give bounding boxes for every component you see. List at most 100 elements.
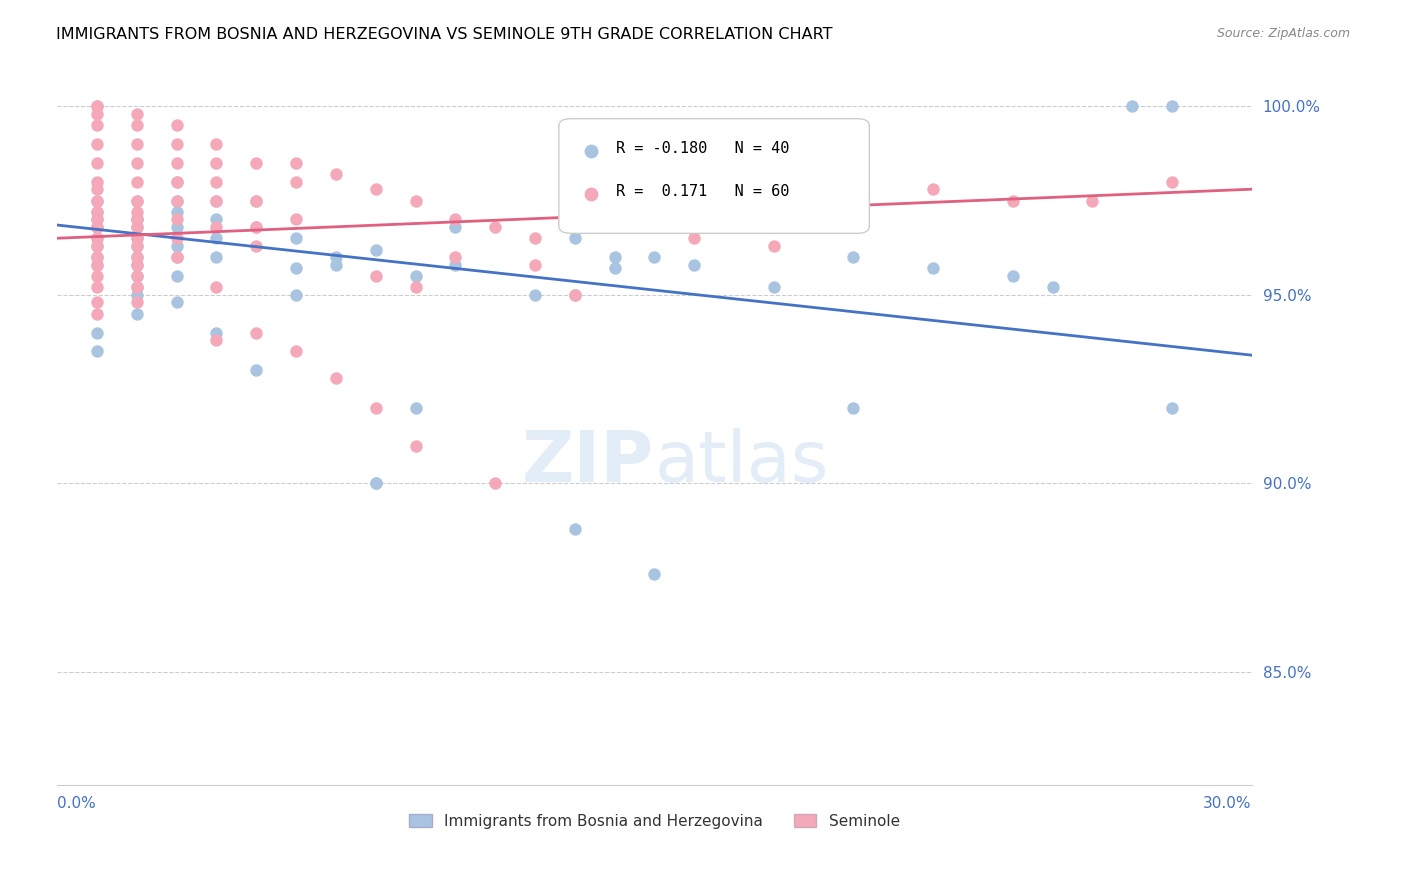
Point <box>86 99 108 113</box>
Point <box>643 566 665 581</box>
Point <box>86 344 108 359</box>
Point <box>86 156 108 170</box>
Text: R = -0.180   N = 40: R = -0.180 N = 40 <box>616 141 790 156</box>
Point <box>205 194 228 208</box>
Point <box>125 239 148 253</box>
Point <box>564 522 586 536</box>
Point <box>125 239 148 253</box>
Point <box>285 261 308 276</box>
Point <box>86 175 108 189</box>
Point <box>444 258 467 272</box>
Point <box>125 250 148 264</box>
Point <box>125 231 148 245</box>
Point <box>364 268 387 283</box>
Point <box>125 204 148 219</box>
Point <box>86 239 108 253</box>
Point <box>125 287 148 301</box>
Point <box>842 250 865 264</box>
Point <box>364 476 387 491</box>
Point <box>125 307 148 321</box>
Point <box>1161 99 1184 113</box>
Point <box>125 231 148 245</box>
Point <box>166 136 188 151</box>
Point <box>245 326 267 340</box>
Point <box>166 175 188 189</box>
Point <box>86 212 108 227</box>
Point <box>205 212 228 227</box>
Point <box>125 156 148 170</box>
Point <box>922 182 945 196</box>
Point <box>86 99 108 113</box>
Point <box>125 118 148 132</box>
Point <box>86 250 108 264</box>
Point <box>205 175 228 189</box>
Point <box>325 371 347 385</box>
Point <box>285 231 308 245</box>
Point <box>603 261 626 276</box>
Point <box>1161 175 1184 189</box>
Point <box>245 194 267 208</box>
Point <box>245 219 267 234</box>
Point <box>86 326 108 340</box>
Point <box>86 295 108 310</box>
Point <box>86 194 108 208</box>
Point <box>166 204 188 219</box>
Point <box>444 250 467 264</box>
Point <box>125 136 148 151</box>
Point <box>523 231 546 245</box>
Point <box>125 280 148 294</box>
Point <box>86 212 108 227</box>
Point <box>86 268 108 283</box>
Point <box>166 268 188 283</box>
Point <box>86 239 108 253</box>
Point <box>1161 401 1184 415</box>
Text: R =  0.171   N = 60: R = 0.171 N = 60 <box>616 185 790 199</box>
Point <box>564 194 586 208</box>
Point <box>205 156 228 170</box>
Point <box>523 287 546 301</box>
Point <box>86 182 108 196</box>
Point <box>86 231 108 245</box>
Point <box>166 231 188 245</box>
Point <box>245 219 267 234</box>
Point <box>762 280 785 294</box>
Point <box>166 212 188 227</box>
Point <box>205 136 228 151</box>
Point <box>205 326 228 340</box>
Point <box>564 231 586 245</box>
Point <box>86 204 108 219</box>
FancyBboxPatch shape <box>558 119 869 234</box>
Point <box>166 250 188 264</box>
Point <box>245 156 267 170</box>
Point <box>683 258 706 272</box>
Point <box>643 219 665 234</box>
Point <box>205 250 228 264</box>
Point <box>364 476 387 491</box>
Point <box>125 250 148 264</box>
Point <box>564 287 586 301</box>
Point <box>1001 268 1024 283</box>
Point <box>166 156 188 170</box>
Point <box>125 268 148 283</box>
Point <box>842 401 865 415</box>
Point <box>205 219 228 234</box>
Point <box>922 261 945 276</box>
Point <box>245 363 267 377</box>
Point <box>166 175 188 189</box>
Text: IMMIGRANTS FROM BOSNIA AND HERZEGOVINA VS SEMINOLE 9TH GRADE CORRELATION CHART: IMMIGRANTS FROM BOSNIA AND HERZEGOVINA V… <box>56 27 832 42</box>
Point <box>683 231 706 245</box>
Point <box>444 219 467 234</box>
Text: Source: ZipAtlas.com: Source: ZipAtlas.com <box>1216 27 1350 40</box>
Point <box>1042 280 1064 294</box>
Point <box>86 258 108 272</box>
Point <box>603 250 626 264</box>
Point <box>86 307 108 321</box>
Point <box>405 194 427 208</box>
Point <box>125 258 148 272</box>
Point <box>86 250 108 264</box>
Point <box>166 118 188 132</box>
Point <box>245 239 267 253</box>
Point <box>166 219 188 234</box>
Text: 0.0%: 0.0% <box>58 797 96 812</box>
Point <box>603 212 626 227</box>
